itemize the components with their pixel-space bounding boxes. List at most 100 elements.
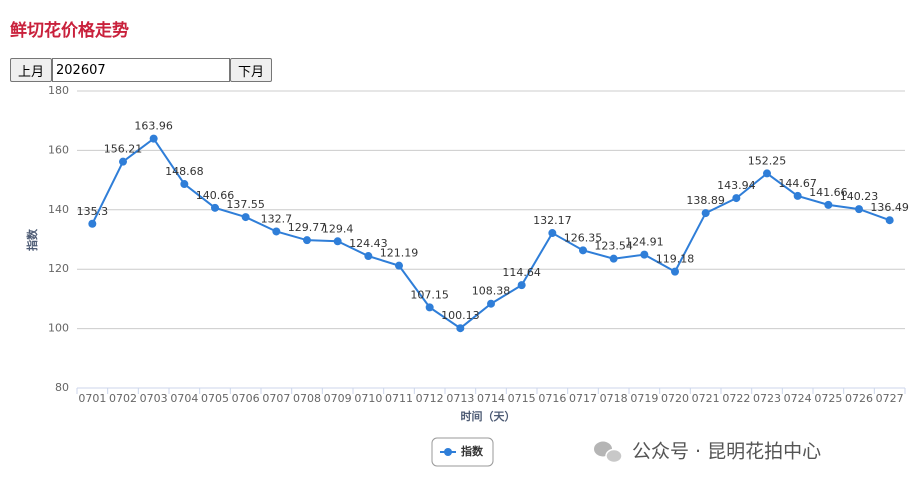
y-tick-label: 120 [48,262,69,275]
data-point [487,299,495,308]
x-tick-label: 0723 [753,392,781,405]
data-point [272,227,281,236]
data-point [579,246,587,255]
data-label: 129.77 [288,221,327,234]
data-point [701,209,710,218]
data-point [456,324,465,333]
data-point [364,252,373,261]
data-point [671,267,679,276]
data-point [763,169,771,178]
month-input[interactable] [52,58,230,82]
data-point [732,194,741,203]
data-label: 132.17 [533,214,572,227]
data-label: 126.35 [564,231,603,244]
y-tick-label: 140 [48,203,69,216]
data-label: 135.3 [77,205,109,218]
legend-marker [444,448,452,456]
x-tick-label: 0705 [201,392,229,405]
data-label: 124.91 [625,236,664,249]
x-axis-title: 时间（天） [461,409,516,423]
y-tick-label: 160 [48,143,69,156]
x-tick-label: 0727 [876,392,904,405]
y-tick-label: 80 [55,381,69,394]
x-tick-label: 0719 [630,392,658,405]
x-tick-label: 0704 [170,392,198,405]
x-tick-label: 0702 [109,392,137,405]
data-point [425,303,434,312]
x-tick-label: 0721 [692,392,720,405]
data-point [855,205,863,214]
data-label: 143.94 [717,179,756,192]
x-tick-label: 0726 [845,392,873,405]
legend-box [431,437,494,467]
data-label: 148.68 [165,165,204,178]
data-label: 108.38 [472,285,511,298]
data-point [548,229,557,238]
x-tick-label: 0715 [508,392,536,405]
x-tick-label: 0708 [293,392,321,405]
data-label: 156.21 [104,143,143,156]
data-point [793,191,802,200]
x-tick-label: 0707 [262,392,290,405]
data-label: 136.49 [870,201,909,214]
data-label: 144.67 [778,177,817,190]
data-point [395,261,403,270]
data-label: 141.66 [809,186,848,199]
data-label: 152.25 [748,154,787,167]
data-point [885,216,894,225]
data-point [149,134,158,143]
data-label: 121.19 [380,247,419,260]
prev-month-button[interactable]: 上月 [10,58,52,82]
x-tick-label: 0709 [324,392,352,405]
x-tick-label: 0714 [477,392,505,405]
data-label: 107.15 [410,288,449,301]
data-point [180,180,189,189]
data-label: 129.4 [322,222,354,235]
data-point [609,254,618,263]
x-tick-label: 0725 [814,392,842,405]
data-label: 119.18 [656,253,695,266]
x-tick-label: 0717 [569,392,597,405]
legend-label: 指数 [461,444,484,458]
data-label: 137.55 [226,198,265,211]
x-tick-label: 0701 [78,392,106,405]
x-tick-label: 0724 [784,392,812,405]
data-point [517,281,526,290]
x-tick-label: 0706 [232,392,260,405]
x-tick-label: 0722 [722,392,750,405]
data-point [333,237,342,246]
x-tick-label: 0713 [446,392,474,405]
watermark: 公众号 · 昆明花拍中心 [632,441,821,463]
x-tick-label: 0718 [600,392,628,405]
data-label: 140.66 [196,189,235,202]
data-point [640,250,649,259]
data-label: 163.96 [134,120,173,133]
data-point [211,203,219,212]
x-tick-label: 0703 [140,392,168,405]
data-label: 140.23 [840,190,879,203]
data-point [824,200,833,209]
y-axis-title: 指数 [25,228,39,251]
y-tick-label: 180 [48,84,69,97]
y-tick-label: 100 [48,322,69,335]
page-title: 鲜切花价格走势 [10,21,129,41]
x-tick-label: 0720 [661,392,689,405]
data-point [88,219,97,228]
data-point [241,213,250,222]
x-tick-label: 0711 [385,392,413,405]
x-tick-label: 0710 [354,392,382,405]
next-month-button[interactable]: 下月 [230,58,272,82]
data-label: 123.54 [594,240,633,253]
x-tick-label: 0716 [538,392,566,405]
data-point [119,157,127,166]
data-label: 100.13 [441,309,480,322]
data-label: 132.7 [261,212,293,225]
data-point [303,236,311,245]
data-label: 114.64 [502,266,541,279]
data-label: 138.89 [686,194,725,207]
x-tick-label: 0712 [416,392,444,405]
wechat-icon [594,441,623,464]
data-label: 124.43 [349,237,388,250]
